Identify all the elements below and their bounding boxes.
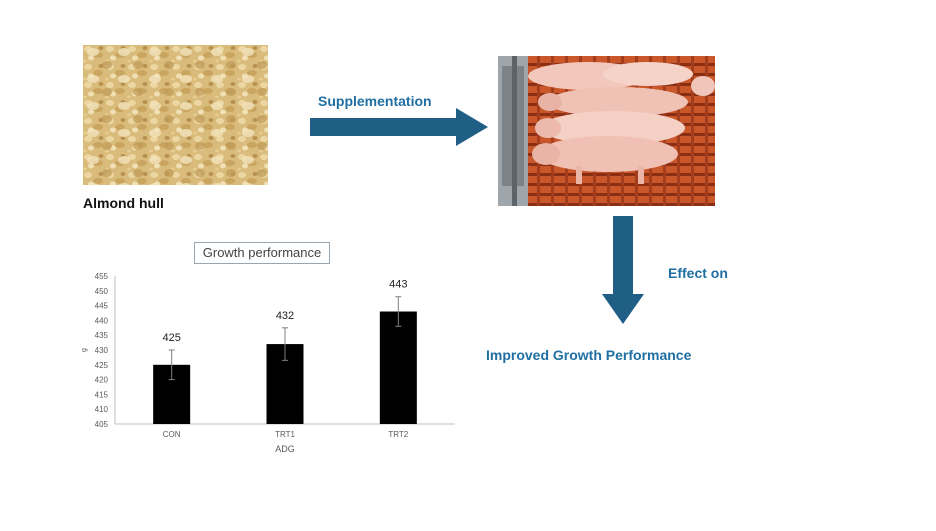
y-tick-label: 455 — [95, 272, 109, 281]
y-tick-label: 410 — [95, 405, 109, 414]
almond-hull-photo — [83, 45, 268, 185]
growth-performance-chart: 405 410 415 420 425 430 435 440 445 450 455 g 425 CON… — [81, 272, 455, 454]
y-tick-label: 445 — [95, 302, 109, 311]
down-arrow-icon — [602, 216, 644, 324]
y-tick-label: 430 — [95, 346, 109, 355]
supplementation-label: Supplementation — [318, 93, 432, 109]
almond-hull-caption: Almond hull — [83, 195, 164, 211]
y-axis-label: g — [81, 348, 88, 352]
chart-title: Growth performance — [194, 242, 330, 264]
y-tick-label: 420 — [95, 376, 109, 385]
bar-trt2 — [379, 311, 417, 424]
y-tick-label: 405 — [95, 420, 109, 429]
pigs-photo — [498, 56, 715, 206]
x-tick-label: CON — [163, 430, 181, 439]
y-tick-label: 435 — [95, 331, 109, 340]
y-tick-label: 425 — [95, 361, 109, 370]
y-tick-label: 450 — [95, 287, 109, 296]
x-axis-label: ADG — [275, 444, 295, 454]
x-tick-label: TRT1 — [275, 430, 295, 439]
data-label: 432 — [276, 310, 294, 322]
x-tick-label: TRT2 — [388, 430, 408, 439]
y-tick-label: 440 — [95, 316, 109, 325]
right-arrow-icon — [310, 108, 488, 146]
effect-on-label: Effect on — [668, 265, 728, 281]
y-tick-label: 415 — [95, 390, 109, 399]
result-label: Improved Growth Performance — [486, 347, 692, 363]
data-label: 425 — [162, 332, 180, 344]
data-label: 443 — [389, 279, 407, 291]
